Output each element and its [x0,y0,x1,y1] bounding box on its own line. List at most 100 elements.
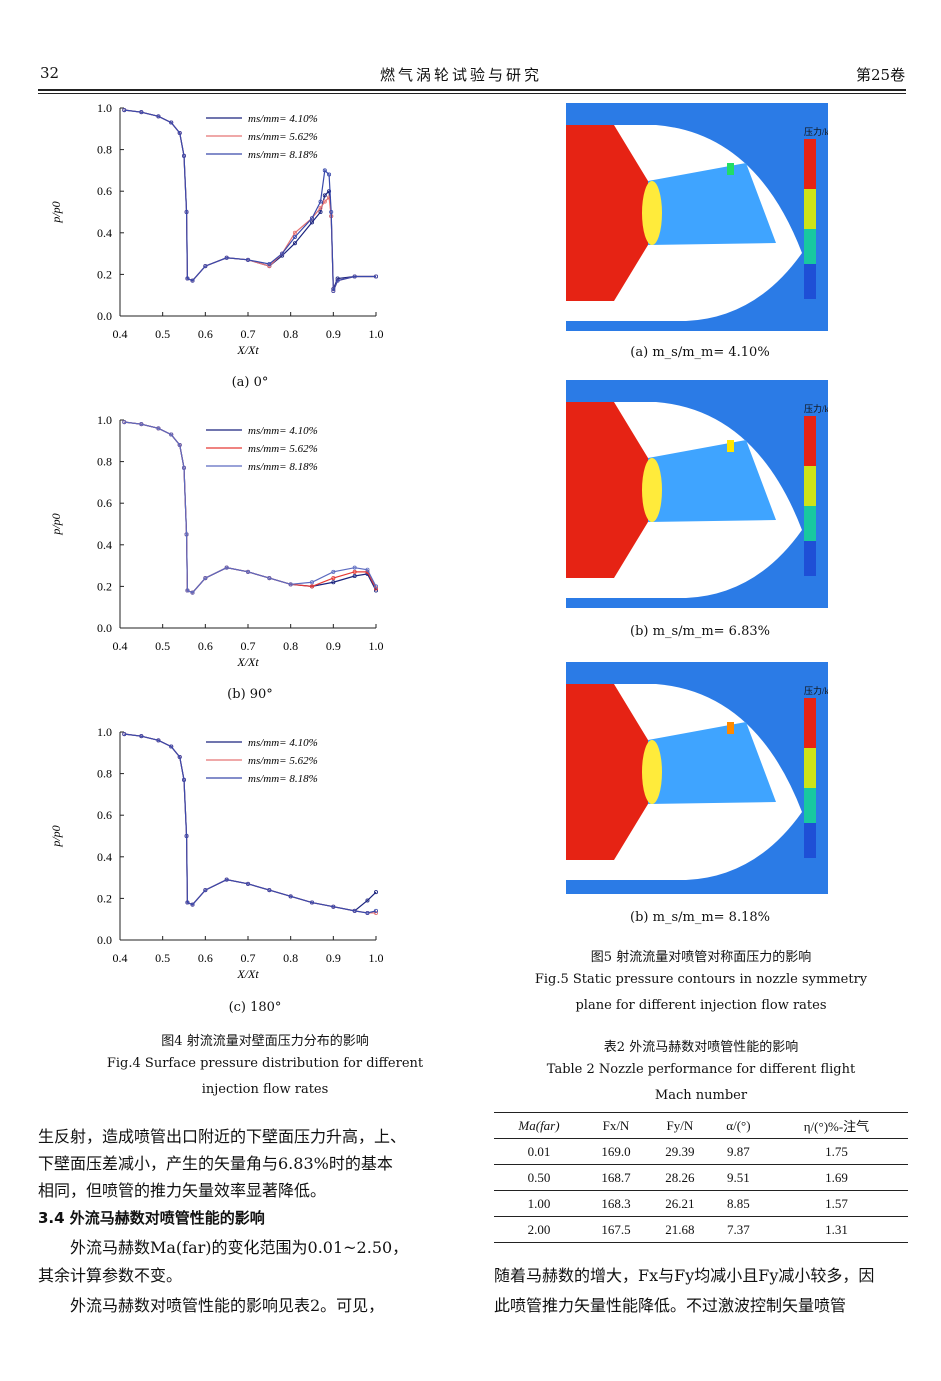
y-axis-label: p/p0 [49,201,63,223]
y-tick-label: 0.6 [97,184,112,198]
x-tick-label: 0.4 [113,327,128,341]
right-para1-line2: 此喷管推力矢量性能降低。不过激波控制矢量喷管 [494,1296,847,1315]
data-point [292,241,297,246]
data-point [185,900,190,905]
data-point [292,230,297,235]
data-point [156,738,161,743]
y-tick-label: 0.8 [97,143,112,157]
legend-label: ms/mm= 4.10% [248,113,318,125]
fig5b-caption: (b) m_s/m_m= 6.83% [630,624,770,639]
data-point [352,565,357,570]
left-para1-line2: 下壁面压差减小，产生的矢量角与6.83%时的基本 [38,1154,393,1173]
table-cell: 9.51 [727,1169,750,1185]
y-tick-label: 0.2 [97,579,112,593]
fig5c-colorbar-title: 压力/kPa [804,685,828,696]
x-tick-label: 0.5 [155,639,170,653]
col-header-fx: Fx/N [602,1117,630,1133]
data-point [190,902,195,907]
series-line [124,109,376,292]
x-tick-label: 0.9 [326,639,341,653]
table-row: 0.50 168.7 28.26 9.51 1.69 [494,1165,908,1191]
left-para2-line1: 外流马赫数Ma(far)的变化范围为0.01~2.50， [70,1238,409,1257]
x-axis-label: X/Xt [236,343,259,357]
fig5c-contour-image: 压力/kPa [566,662,828,894]
x-axis-label: X/Xt [236,967,259,981]
data-point [139,422,144,427]
data-point [169,744,174,749]
data-point [267,261,272,266]
data-point [156,114,161,119]
table-cell: 1.75 [825,1143,848,1159]
data-point [190,590,195,595]
data-point [327,189,332,194]
y-tick-label: 0.4 [97,226,112,240]
data-point [177,130,182,135]
volume-label: 第25卷 [856,66,906,84]
table-cell: 1.69 [825,1169,848,1185]
data-point [185,276,190,281]
data-point [169,432,174,437]
right-para1-line1: 随着马赫数的增大，Fx与Fy均减小且Fy减小较多，因 [494,1266,875,1285]
table-cell: 7.37 [727,1221,750,1237]
data-point [245,569,250,574]
x-tick-label: 0.7 [241,951,256,965]
data-point [331,576,336,581]
data-point [309,900,314,905]
journal-title: 燃气涡轮试验与研究 [380,66,543,84]
data-point [203,888,208,893]
data-point [352,569,357,574]
col-header-ma: Ma(far) [518,1117,560,1133]
x-tick-label: 0.6 [198,951,213,965]
data-point [322,193,327,198]
data-point [267,888,272,893]
col-header-eta: η/(°)%-注气 [803,1119,870,1134]
legend-label: ms/mm= 5.62% [248,755,318,767]
y-tick-label: 0.6 [97,496,112,510]
table-header-row: Ma(far) Fx/N Fy/N α/(°) η/(°)%-注气 [494,1112,908,1139]
data-point [373,908,378,913]
fig4c-chart: 0.4 0.5 0.6 0.7 0.8 0.9 1.0 0.0 0.2 0.4 0.6 0.8 1.0 X… [49,725,384,981]
x-tick-label: 0.4 [113,639,128,653]
table-cell: 0.50 [527,1169,551,1185]
x-tick-label: 0.6 [198,639,213,653]
x-tick-label: 0.6 [198,327,213,341]
header-rule [38,89,906,91]
data-point [288,894,293,899]
fig5a-colorbar-title: 压力/kPa [804,126,828,137]
left-para1-line3: 相同，但喷管的推力矢量效率显著降低。 [38,1181,327,1200]
data-point [365,898,370,903]
fig4b-caption: (b) 90° [227,687,273,702]
data-point [156,426,161,431]
table-row: 1.00 168.3 26.21 8.85 1.57 [494,1191,908,1217]
table-cell: 0.01 [527,1143,551,1159]
left-para1-line1: 生反射，造成喷管出口附近的下壁面压力升高，上、 [38,1127,407,1146]
data-point [203,576,208,581]
y-axis-label: p/p0 [49,513,63,535]
x-tick-label: 0.9 [326,951,341,965]
table-cell: 167.5 [601,1221,631,1237]
fig4b-chart: 0.4 0.5 0.6 0.7 0.8 0.9 1.0 0.0 0.2 0.4 0.6 0.8 1.0 X… [49,413,384,669]
fig4-caption-en-2: injection flow rates [201,1082,329,1097]
data-point [309,584,314,589]
data-point [184,210,189,215]
table-cell: 26.21 [665,1195,695,1211]
legend-label: ms/mm= 8.18% [248,149,318,161]
data-point [373,586,378,591]
y-tick-label: 1.0 [97,101,112,115]
col-header-alpha: α/(°) [726,1117,751,1133]
table2-title-en-2: Mach number [654,1088,748,1103]
y-tick-label: 0.0 [97,309,112,323]
data-point [331,904,336,909]
fig4a-chart: 0.4 0.5 0.6 0.7 0.8 0.9 1.0 0.0 0.2 0.4 0.6 0.8 1.0 X… [49,101,384,357]
y-tick-label: 0.8 [97,455,112,469]
x-tick-label: 0.8 [283,327,298,341]
fig5b-colorbar-title: 压力/kPa [804,403,828,414]
x-axis-label: X/Xt [236,655,259,669]
x-tick-label: 0.9 [326,327,341,341]
data-point [318,199,323,204]
data-point [365,567,370,572]
data-point [288,582,293,587]
data-point [203,264,208,269]
fig5-caption-cn: 图5 射流流量对喷管对称面压力的影响 [590,950,812,965]
table-cell: 168.7 [601,1169,631,1185]
